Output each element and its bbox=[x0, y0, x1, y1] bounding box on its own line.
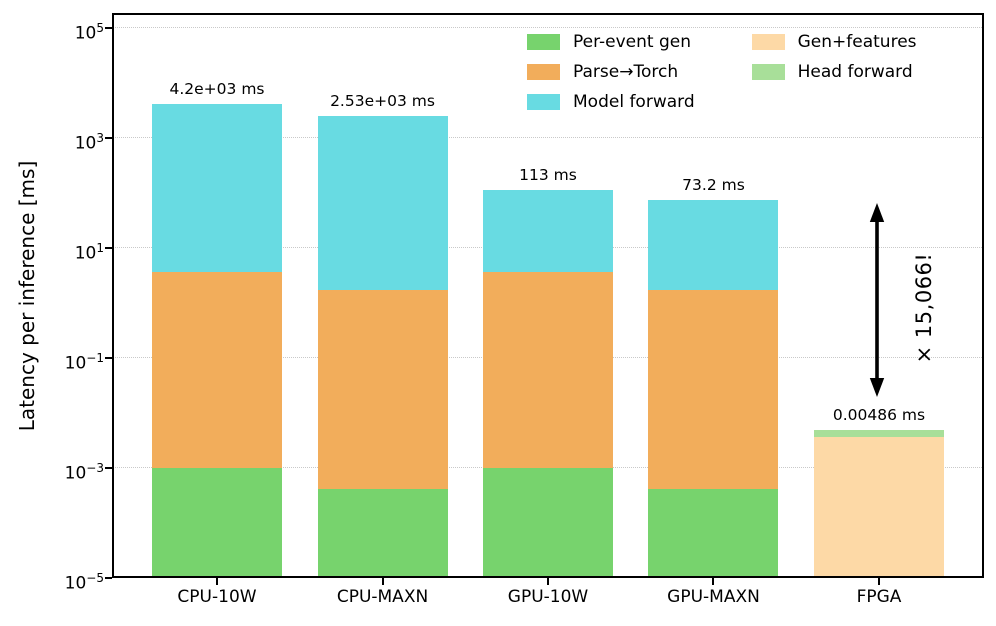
y-tick-mark bbox=[105, 357, 112, 359]
gridline bbox=[112, 27, 984, 28]
gridline bbox=[112, 137, 984, 138]
x-tick-mark bbox=[712, 578, 715, 585]
bar-segment bbox=[648, 488, 779, 578]
y-tick-label: 10−1 bbox=[64, 351, 104, 374]
legend-swatch bbox=[751, 64, 785, 80]
bar-segment bbox=[152, 271, 282, 468]
legend-item: Parse→Torch bbox=[527, 63, 695, 81]
bar-value-label: 113 ms bbox=[519, 166, 577, 185]
y-tick-mark bbox=[105, 27, 112, 29]
legend-item: Gen+features bbox=[751, 32, 917, 52]
legend-label: Model forward bbox=[573, 92, 695, 112]
bar-segment bbox=[317, 290, 448, 489]
legend-label: Parse→Torch bbox=[573, 62, 679, 82]
legend-item: Head forward bbox=[751, 62, 917, 82]
y-tick-label: 105 bbox=[74, 21, 104, 44]
legend-item: Model forward bbox=[527, 93, 695, 111]
bar-value-label: 2.53e+03 ms bbox=[330, 91, 435, 110]
legend-label: Per-event gen bbox=[573, 32, 691, 52]
x-tick-mark bbox=[547, 578, 549, 585]
legend-column: Per-event gen Parse→Torch Model forward bbox=[527, 33, 695, 111]
bar-segment bbox=[813, 430, 944, 437]
y-tick-label: 101 bbox=[74, 241, 104, 264]
bar-value-label: 73.2 ms bbox=[682, 176, 745, 195]
y-tick-label: 103 bbox=[74, 131, 104, 154]
y-tick-mark bbox=[105, 137, 112, 139]
x-tick-mark bbox=[216, 578, 218, 585]
bar-segment bbox=[483, 271, 613, 468]
bar-value-label: 0.00486 ms bbox=[832, 406, 926, 425]
legend: Per-event gen Parse→Torch Model forward Ge… bbox=[527, 33, 917, 111]
legend-swatch bbox=[527, 64, 560, 80]
x-tick-label: CPU-MAXN bbox=[336, 587, 429, 607]
y-tick-mark bbox=[105, 577, 112, 579]
y-tick-mark bbox=[105, 467, 112, 469]
bar-segment bbox=[317, 488, 448, 578]
bar-segment bbox=[648, 290, 779, 489]
speedup-annotation: × 15,066! bbox=[912, 252, 936, 364]
legend-swatch bbox=[751, 34, 785, 50]
legend-label: Head forward bbox=[797, 62, 913, 82]
bar-segment bbox=[483, 468, 613, 578]
y-tick-mark bbox=[105, 247, 112, 249]
legend-label: Gen+features bbox=[797, 32, 917, 52]
x-tick-label: GPU-MAXN bbox=[667, 587, 760, 607]
x-tick-label: FPGA bbox=[856, 587, 902, 607]
x-tick-mark bbox=[877, 578, 880, 585]
y-tick-label: 10−3 bbox=[64, 461, 104, 484]
legend-swatch bbox=[527, 94, 560, 110]
bar-segment bbox=[152, 103, 282, 272]
bar-segment bbox=[813, 436, 944, 578]
legend-item: Per-event gen bbox=[527, 33, 695, 51]
bar-segment bbox=[152, 468, 282, 578]
bar-segment bbox=[648, 200, 779, 291]
x-tick-label: CPU-10W bbox=[177, 587, 257, 607]
bar-value-label: 4.2e+03 ms bbox=[169, 79, 265, 98]
bar-segment bbox=[317, 115, 448, 291]
legend-column: Gen+features Head forward bbox=[751, 32, 917, 111]
legend-swatch bbox=[527, 34, 560, 50]
x-tick-mark bbox=[381, 578, 384, 585]
x-tick-label: GPU-10W bbox=[507, 587, 589, 607]
y-tick-label: 10−5 bbox=[64, 571, 104, 594]
bar-segment bbox=[483, 190, 613, 272]
